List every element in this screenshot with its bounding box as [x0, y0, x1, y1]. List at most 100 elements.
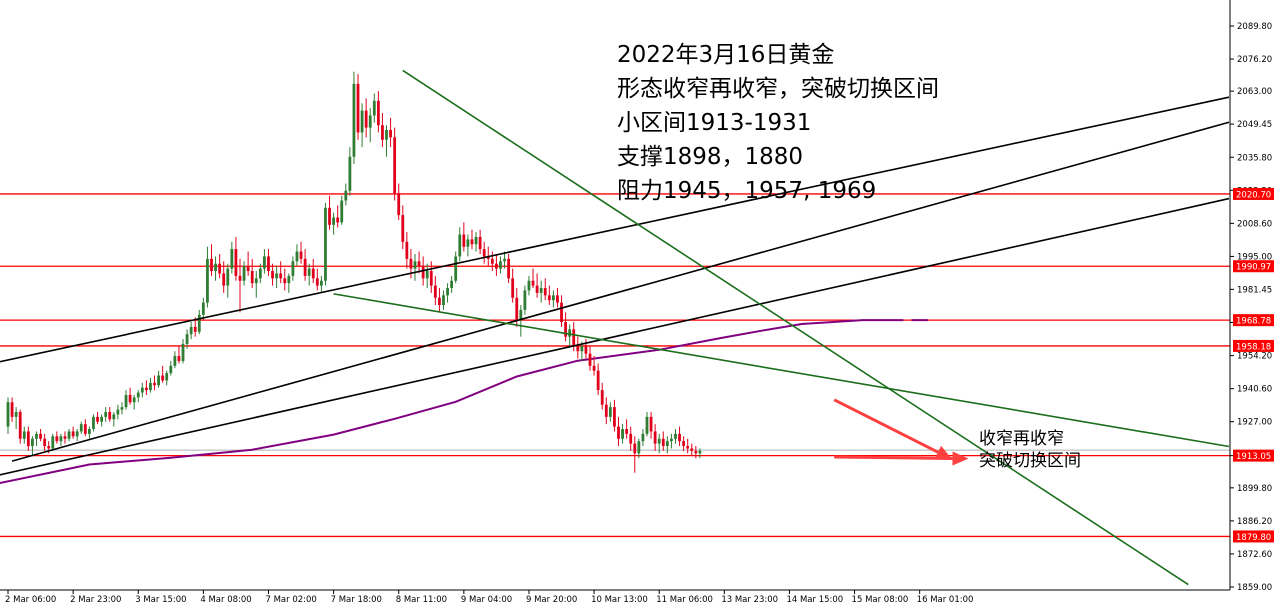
time-tick-label: 13 Mar 23:00 [721, 595, 778, 605]
candle [678, 426, 681, 447]
candle-body [625, 429, 629, 434]
candle [694, 446, 698, 459]
candle [222, 261, 226, 293]
candle [43, 433, 47, 451]
candle-body [271, 271, 274, 279]
candle-body [641, 433, 645, 442]
price-tick-label: 1940.60 [1237, 385, 1272, 395]
candle-body [144, 387, 148, 391]
candle [495, 253, 498, 276]
candle-body [604, 404, 608, 417]
candle-body [670, 438, 673, 442]
candle [214, 256, 217, 281]
candle [271, 263, 274, 286]
candle [299, 241, 303, 264]
price-label: 1879.80 [1236, 533, 1271, 543]
candle-body [185, 334, 189, 344]
candle [108, 407, 112, 422]
candle [450, 275, 454, 293]
candle [401, 205, 405, 250]
candle [39, 429, 42, 442]
candle-body [482, 249, 486, 257]
price-label-bg [1233, 449, 1274, 462]
candle [14, 407, 18, 430]
candle [83, 419, 87, 437]
candle [364, 98, 368, 138]
candle [381, 113, 384, 148]
candle-body [108, 411, 112, 420]
candle-body [588, 353, 592, 366]
analysis-line-pattern: 形态收窄再收窄，突破切换区间 [617, 76, 939, 102]
candle [519, 305, 523, 337]
price-tick-label: 1859.00 [1237, 583, 1272, 593]
black-trendline-2 [0, 197, 1230, 476]
candle [454, 251, 458, 284]
candle-body [10, 402, 14, 417]
candle-body [674, 433, 677, 439]
arrow-head-1 [952, 451, 969, 466]
candle [617, 416, 620, 447]
candle-body [356, 83, 360, 133]
candle [600, 382, 604, 410]
candle [71, 426, 75, 439]
candle [637, 438, 641, 459]
time-tick-label: 4 Mar 08:00 [200, 595, 251, 605]
candle [592, 356, 596, 376]
candle [372, 93, 376, 123]
candle [686, 438, 690, 454]
candle-body [193, 326, 197, 332]
candle-body [621, 429, 624, 439]
candle [613, 399, 616, 432]
candle-body [336, 217, 340, 223]
candle-body [511, 278, 515, 298]
candle-body [258, 268, 262, 279]
candle-body [275, 273, 279, 279]
candle [295, 244, 299, 267]
candle [51, 433, 55, 451]
candle [189, 322, 193, 340]
candle-body [201, 302, 205, 315]
candle-body [364, 110, 368, 128]
candle-body [112, 414, 116, 420]
candle [348, 147, 352, 196]
candle [96, 411, 99, 425]
candle-body [71, 431, 75, 437]
candle [165, 370, 169, 386]
candle [470, 229, 474, 250]
candle-body [474, 236, 478, 245]
candle-body [572, 329, 576, 347]
candle [670, 433, 673, 449]
candle-body [210, 258, 213, 272]
candle [263, 249, 266, 274]
candle-body [645, 416, 649, 434]
candle [535, 273, 539, 298]
candle [230, 241, 234, 274]
candle-body [462, 234, 466, 247]
candle [315, 268, 319, 291]
candle [360, 103, 364, 148]
candle [442, 290, 445, 310]
candle-body [307, 268, 311, 276]
candle [149, 377, 152, 393]
price-tick-label: 1886.20 [1237, 517, 1272, 527]
candle-body [287, 275, 291, 284]
time-tick-label: 15 Mar 08:00 [852, 595, 909, 605]
price-label: 1990.97 [1236, 263, 1271, 273]
candle-body [389, 130, 392, 138]
candle-body [88, 429, 91, 434]
candle [75, 429, 79, 442]
price-tick-label: 2076.20 [1237, 55, 1272, 65]
candle [100, 414, 104, 427]
candle [173, 351, 177, 369]
candle [55, 431, 59, 444]
candle [531, 268, 535, 289]
candle-body [311, 268, 315, 279]
candle-body [360, 110, 364, 133]
candle [621, 424, 624, 444]
candle-body [401, 215, 405, 242]
price-tick-label: 1872.60 [1237, 550, 1272, 560]
candle [356, 74, 360, 140]
candle [649, 411, 653, 439]
price-axis: 2089.802076.202063.002049.452035.802022.… [1229, 0, 1274, 616]
candle-body [682, 441, 686, 447]
